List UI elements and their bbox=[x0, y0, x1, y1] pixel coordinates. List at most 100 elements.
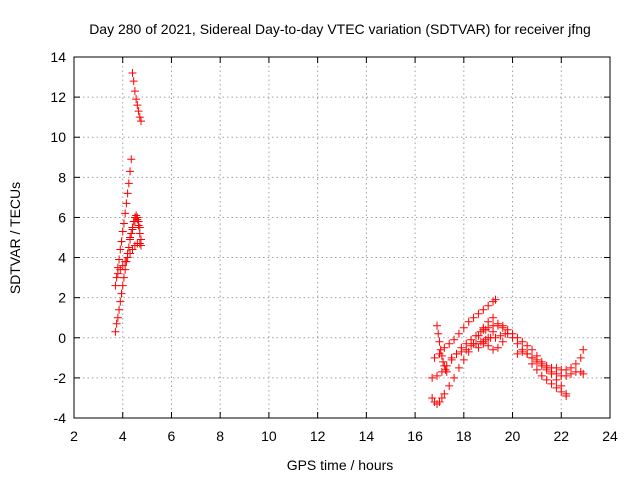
data-point bbox=[498, 337, 507, 346]
data-point bbox=[479, 325, 488, 334]
data-point bbox=[528, 345, 537, 354]
data-point bbox=[489, 321, 498, 330]
data-point bbox=[119, 219, 128, 228]
data-point bbox=[571, 359, 580, 368]
data-point bbox=[537, 371, 546, 380]
data-point bbox=[523, 341, 532, 350]
data-point bbox=[498, 321, 507, 330]
data-point bbox=[445, 381, 454, 390]
data-point bbox=[457, 347, 466, 356]
data-point bbox=[436, 345, 445, 354]
data-point bbox=[579, 345, 588, 354]
data-point bbox=[459, 323, 468, 332]
y-tick-label: 10 bbox=[50, 129, 66, 145]
data-point bbox=[134, 221, 143, 230]
data-point bbox=[464, 317, 473, 326]
y-tick-label: 6 bbox=[58, 209, 66, 225]
data-point bbox=[116, 297, 125, 306]
data-point bbox=[503, 325, 512, 334]
data-point bbox=[111, 327, 120, 336]
data-point bbox=[479, 305, 488, 314]
data-point bbox=[133, 215, 142, 224]
data-point bbox=[126, 249, 135, 258]
data-point bbox=[528, 359, 537, 368]
data-point bbox=[547, 367, 556, 376]
data-point bbox=[523, 349, 532, 358]
data-point bbox=[435, 397, 444, 406]
data-point bbox=[552, 383, 561, 392]
data-point bbox=[137, 117, 145, 126]
data-point bbox=[452, 349, 461, 358]
data-point bbox=[130, 87, 139, 96]
y-tick-label: 0 bbox=[58, 330, 66, 346]
series-seg8 bbox=[430, 295, 500, 362]
data-point bbox=[447, 353, 456, 362]
data-point bbox=[127, 229, 136, 238]
data-point bbox=[576, 353, 585, 362]
data-point bbox=[116, 245, 125, 254]
data-point bbox=[123, 189, 132, 198]
data-point bbox=[450, 335, 459, 344]
data-point bbox=[112, 319, 121, 328]
data-point bbox=[135, 113, 144, 122]
data-point bbox=[440, 343, 449, 352]
data-point bbox=[135, 229, 144, 238]
data-point bbox=[118, 227, 127, 236]
data-point bbox=[542, 365, 551, 374]
data-point bbox=[132, 213, 141, 222]
series-seg14 bbox=[513, 347, 588, 380]
x-tick-label: 8 bbox=[216, 428, 224, 444]
data-point bbox=[472, 331, 480, 340]
data-point bbox=[137, 235, 145, 244]
data-point bbox=[508, 333, 517, 342]
x-tick-label: 24 bbox=[602, 428, 618, 444]
y-tick-label: 2 bbox=[58, 290, 66, 306]
data-point bbox=[474, 343, 483, 352]
x-tick-label: 22 bbox=[553, 428, 569, 444]
x-tick-label: 6 bbox=[168, 428, 176, 444]
data-point bbox=[132, 95, 141, 104]
series-seg6 bbox=[433, 321, 451, 376]
data-point bbox=[430, 353, 439, 362]
data-point bbox=[557, 387, 566, 396]
data-point bbox=[128, 225, 137, 234]
series-seg2 bbox=[111, 155, 136, 290]
chart-title: Day 280 of 2021, Sidereal Day-to-day VTE… bbox=[89, 21, 591, 37]
data-point bbox=[484, 323, 493, 332]
data-point bbox=[562, 371, 571, 380]
data-point bbox=[117, 289, 126, 298]
data-point bbox=[491, 295, 500, 304]
data-point bbox=[491, 333, 500, 342]
x-axis-label: GPS time / hours bbox=[287, 457, 394, 473]
x-tick-label: 2 bbox=[70, 428, 78, 444]
data-point bbox=[111, 281, 120, 290]
data-point bbox=[428, 373, 437, 382]
data-point bbox=[433, 371, 442, 380]
x-tick-label: 18 bbox=[456, 428, 472, 444]
x-tick-label: 16 bbox=[407, 428, 423, 444]
data-point bbox=[493, 319, 502, 328]
data-point bbox=[433, 321, 442, 330]
data-point bbox=[445, 339, 454, 348]
data-point bbox=[513, 339, 522, 348]
series-seg1 bbox=[128, 69, 145, 126]
series-seg4 bbox=[113, 239, 145, 278]
data-point bbox=[437, 367, 446, 376]
data-point bbox=[489, 345, 498, 354]
series-seg5 bbox=[126, 213, 145, 244]
data-point bbox=[118, 281, 127, 290]
x-tick-label: 4 bbox=[119, 428, 127, 444]
data-point bbox=[126, 167, 135, 176]
x-tick-label: 14 bbox=[359, 428, 375, 444]
data-point bbox=[537, 361, 546, 370]
data-point bbox=[454, 363, 463, 372]
data-point bbox=[567, 369, 576, 378]
data-point bbox=[113, 313, 122, 322]
data-point bbox=[124, 243, 133, 252]
data-point bbox=[115, 305, 124, 314]
data-point bbox=[439, 357, 448, 366]
y-tick-label: 4 bbox=[58, 250, 66, 266]
data-point bbox=[484, 333, 493, 342]
x-tick-label: 12 bbox=[310, 428, 326, 444]
data-point bbox=[442, 361, 451, 370]
